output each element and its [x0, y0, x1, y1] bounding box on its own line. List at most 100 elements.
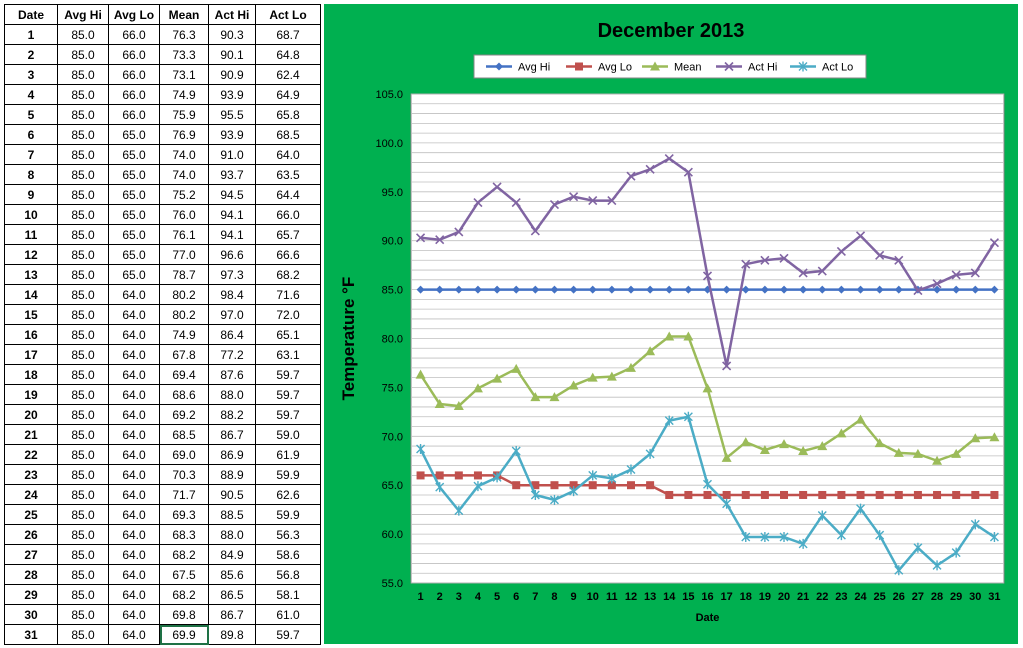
value-cell[interactable]: 58.6 — [255, 544, 321, 565]
value-cell[interactable]: 85.0 — [57, 144, 109, 165]
date-cell[interactable]: 27 — [4, 544, 58, 565]
value-cell[interactable]: 93.9 — [208, 124, 256, 145]
value-cell[interactable]: 65.0 — [108, 124, 160, 145]
date-cell[interactable]: 30 — [4, 604, 58, 625]
value-cell[interactable]: 76.9 — [159, 124, 209, 145]
value-cell[interactable]: 74.9 — [159, 324, 209, 345]
value-cell[interactable]: 94.5 — [208, 184, 256, 205]
date-cell[interactable]: 2 — [4, 44, 58, 65]
value-cell[interactable]: 68.2 — [159, 544, 209, 565]
date-cell[interactable]: 3 — [4, 64, 58, 85]
value-cell[interactable]: 58.1 — [255, 584, 321, 605]
value-cell[interactable]: 72.0 — [255, 304, 321, 325]
value-cell[interactable]: 94.1 — [208, 224, 256, 245]
value-cell[interactable]: 59.7 — [255, 624, 321, 645]
date-cell[interactable]: 4 — [4, 84, 58, 105]
date-cell[interactable]: 11 — [4, 224, 58, 245]
value-cell[interactable]: 80.2 — [159, 284, 209, 305]
value-cell[interactable]: 85.0 — [57, 184, 109, 205]
value-cell[interactable]: 64.0 — [108, 424, 160, 445]
value-cell[interactable]: 85.0 — [57, 84, 109, 105]
value-cell[interactable]: 64.0 — [108, 604, 160, 625]
header-avg-lo[interactable]: Avg Lo — [108, 4, 160, 25]
value-cell[interactable]: 66.6 — [255, 244, 321, 265]
value-cell[interactable]: 85.0 — [57, 464, 109, 485]
value-cell[interactable]: 66.0 — [255, 204, 321, 225]
date-cell[interactable]: 26 — [4, 524, 58, 545]
date-cell[interactable]: 17 — [4, 344, 58, 365]
value-cell[interactable]: 68.2 — [255, 264, 321, 285]
value-cell[interactable]: 64.0 — [108, 584, 160, 605]
value-cell[interactable]: 64.0 — [108, 404, 160, 425]
value-cell[interactable]: 64.0 — [108, 344, 160, 365]
date-cell[interactable]: 22 — [4, 444, 58, 465]
value-cell[interactable]: 69.2 — [159, 404, 209, 425]
value-cell[interactable]: 59.7 — [255, 404, 321, 425]
value-cell[interactable]: 68.5 — [159, 424, 209, 445]
date-cell[interactable]: 6 — [4, 124, 58, 145]
value-cell[interactable]: 71.7 — [159, 484, 209, 505]
value-cell[interactable]: 77.2 — [208, 344, 256, 365]
value-cell[interactable]: 68.6 — [159, 384, 209, 405]
value-cell[interactable]: 67.5 — [159, 564, 209, 585]
value-cell[interactable]: 69.3 — [159, 504, 209, 525]
date-cell[interactable]: 29 — [4, 584, 58, 605]
date-cell[interactable]: 24 — [4, 484, 58, 505]
value-cell[interactable]: 85.0 — [57, 264, 109, 285]
value-cell[interactable]: 59.7 — [255, 384, 321, 405]
value-cell[interactable]: 64.0 — [108, 544, 160, 565]
value-cell[interactable]: 65.0 — [108, 184, 160, 205]
value-cell[interactable]: 85.0 — [57, 224, 109, 245]
value-cell[interactable]: 85.0 — [57, 164, 109, 185]
value-cell[interactable]: 86.7 — [208, 604, 256, 625]
value-cell[interactable]: 98.4 — [208, 284, 256, 305]
value-cell[interactable]: 64.0 — [108, 304, 160, 325]
value-cell[interactable]: 68.2 — [159, 584, 209, 605]
value-cell[interactable]: 73.1 — [159, 64, 209, 85]
value-cell[interactable]: 74.0 — [159, 164, 209, 185]
value-cell[interactable]: 61.0 — [255, 604, 321, 625]
value-cell[interactable]: 68.5 — [255, 124, 321, 145]
value-cell[interactable]: 64.9 — [255, 84, 321, 105]
value-cell[interactable]: 85.0 — [57, 204, 109, 225]
value-cell[interactable]: 62.4 — [255, 64, 321, 85]
value-cell[interactable]: 76.0 — [159, 204, 209, 225]
value-cell[interactable]: 56.8 — [255, 564, 321, 585]
date-cell[interactable]: 13 — [4, 264, 58, 285]
value-cell[interactable]: 66.0 — [108, 84, 160, 105]
value-cell[interactable]: 85.0 — [57, 244, 109, 265]
value-cell[interactable]: 73.3 — [159, 44, 209, 65]
value-cell[interactable]: 63.1 — [255, 344, 321, 365]
value-cell[interactable]: 85.0 — [57, 624, 109, 645]
date-cell[interactable]: 7 — [4, 144, 58, 165]
date-cell[interactable]: 28 — [4, 564, 58, 585]
value-cell[interactable]: 64.0 — [108, 484, 160, 505]
value-cell[interactable]: 69.9 — [159, 624, 209, 645]
value-cell[interactable]: 85.0 — [57, 504, 109, 525]
value-cell[interactable]: 76.1 — [159, 224, 209, 245]
value-cell[interactable]: 75.9 — [159, 104, 209, 125]
date-cell[interactable]: 12 — [4, 244, 58, 265]
date-cell[interactable]: 8 — [4, 164, 58, 185]
value-cell[interactable]: 74.9 — [159, 84, 209, 105]
value-cell[interactable]: 78.7 — [159, 264, 209, 285]
value-cell[interactable]: 97.0 — [208, 304, 256, 325]
value-cell[interactable]: 65.0 — [108, 244, 160, 265]
date-cell[interactable]: 9 — [4, 184, 58, 205]
value-cell[interactable]: 65.7 — [255, 224, 321, 245]
value-cell[interactable]: 66.0 — [108, 104, 160, 125]
value-cell[interactable]: 97.3 — [208, 264, 256, 285]
value-cell[interactable]: 85.0 — [57, 584, 109, 605]
value-cell[interactable]: 90.5 — [208, 484, 256, 505]
value-cell[interactable]: 69.0 — [159, 444, 209, 465]
value-cell[interactable]: 76.3 — [159, 24, 209, 45]
date-cell[interactable]: 14 — [4, 284, 58, 305]
header-avg-hi[interactable]: Avg Hi — [57, 4, 109, 25]
value-cell[interactable]: 75.2 — [159, 184, 209, 205]
value-cell[interactable]: 86.9 — [208, 444, 256, 465]
value-cell[interactable]: 64.0 — [108, 384, 160, 405]
value-cell[interactable]: 74.0 — [159, 144, 209, 165]
value-cell[interactable]: 85.0 — [57, 384, 109, 405]
value-cell[interactable]: 64.0 — [108, 564, 160, 585]
value-cell[interactable]: 70.3 — [159, 464, 209, 485]
